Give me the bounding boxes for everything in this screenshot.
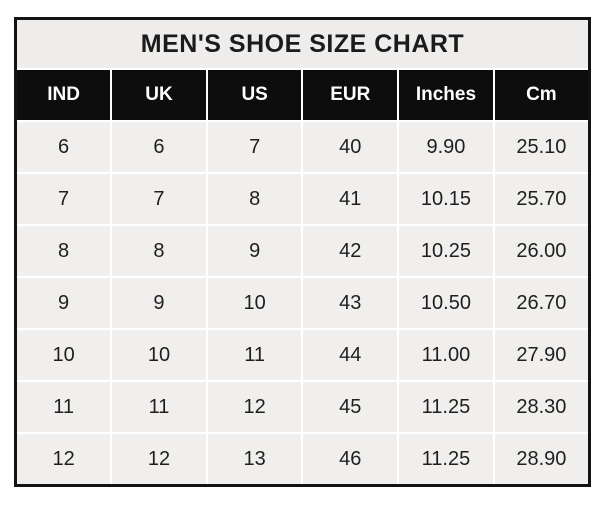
shoe-size-chart: MEN'S SHOE SIZE CHART IND UK US EUR Inches Cm…	[14, 17, 591, 487]
table-row: 7 7 8 41 10.15 25.70	[14, 172, 591, 226]
table-cell: 11.25	[397, 432, 495, 487]
table-cell: 10	[110, 328, 208, 382]
table-cell: 9	[14, 276, 113, 330]
column-header-uk: UK	[110, 68, 208, 122]
column-header-inches: Inches	[397, 68, 495, 122]
size-chart-table: MEN'S SHOE SIZE CHART IND UK US EUR Inches Cm…	[14, 17, 591, 487]
table-cell: 27.90	[492, 328, 591, 382]
table-cell: 6	[14, 120, 113, 174]
table-head: MEN'S SHOE SIZE CHART IND UK US EUR Inches Cm	[14, 17, 591, 122]
table-cell: 25.70	[492, 172, 591, 226]
table-cell: 11	[110, 380, 208, 434]
table-cell: 12	[14, 432, 113, 487]
table-cell: 41	[301, 172, 400, 226]
table-row: 11 11 12 45 11.25 28.30	[14, 380, 591, 434]
table-cell: 12	[205, 380, 304, 434]
table-cell: 11.00	[397, 328, 495, 382]
table-cell: 11	[14, 380, 113, 434]
table-cell: 13	[205, 432, 304, 487]
table-cell: 10.25	[397, 224, 495, 278]
table-cell: 28.30	[492, 380, 591, 434]
table-row: 10 10 11 44 11.00 27.90	[14, 328, 591, 382]
table-cell: 28.90	[492, 432, 591, 487]
table-cell: 10	[14, 328, 113, 382]
table-cell: 9	[110, 276, 208, 330]
table-cell: 45	[301, 380, 400, 434]
table-cell: 25.10	[492, 120, 591, 174]
table-cell: 7	[205, 120, 304, 174]
table-cell: 10.15	[397, 172, 495, 226]
table-cell: 7	[110, 172, 208, 226]
table-row: 6 6 7 40 9.90 25.10	[14, 120, 591, 174]
column-header-cm: Cm	[492, 68, 591, 122]
column-header-us: US	[205, 68, 304, 122]
table-cell: 42	[301, 224, 400, 278]
table-cell: 44	[301, 328, 400, 382]
table-cell: 8	[110, 224, 208, 278]
column-header-ind: IND	[14, 68, 113, 122]
table-cell: 12	[110, 432, 208, 487]
table-cell: 8	[14, 224, 113, 278]
table-row: 9 9 10 43 10.50 26.70	[14, 276, 591, 330]
table-cell: 46	[301, 432, 400, 487]
table-cell: 9	[205, 224, 304, 278]
table-cell: 11.25	[397, 380, 495, 434]
table-cell: 40	[301, 120, 400, 174]
table-cell: 26.70	[492, 276, 591, 330]
title-row: MEN'S SHOE SIZE CHART	[14, 17, 591, 70]
table-cell: 9.90	[397, 120, 495, 174]
chart-title: MEN'S SHOE SIZE CHART	[14, 17, 591, 70]
table-cell: 10.50	[397, 276, 495, 330]
table-cell: 6	[110, 120, 208, 174]
table-row: 8 8 9 42 10.25 26.00	[14, 224, 591, 278]
table-cell: 10	[205, 276, 304, 330]
table-cell: 7	[14, 172, 113, 226]
table-cell: 8	[205, 172, 304, 226]
table-cell: 26.00	[492, 224, 591, 278]
table-row: 12 12 13 46 11.25 28.90	[14, 432, 591, 487]
table-body: 6 6 7 40 9.90 25.10 7 7 8 41 10.15 25.70 8 8 9 42 10.25 2…	[14, 120, 591, 487]
table-cell: 43	[301, 276, 400, 330]
column-header-eur: EUR	[301, 68, 400, 122]
header-row: IND UK US EUR Inches Cm	[14, 68, 591, 122]
table-cell: 11	[205, 328, 304, 382]
